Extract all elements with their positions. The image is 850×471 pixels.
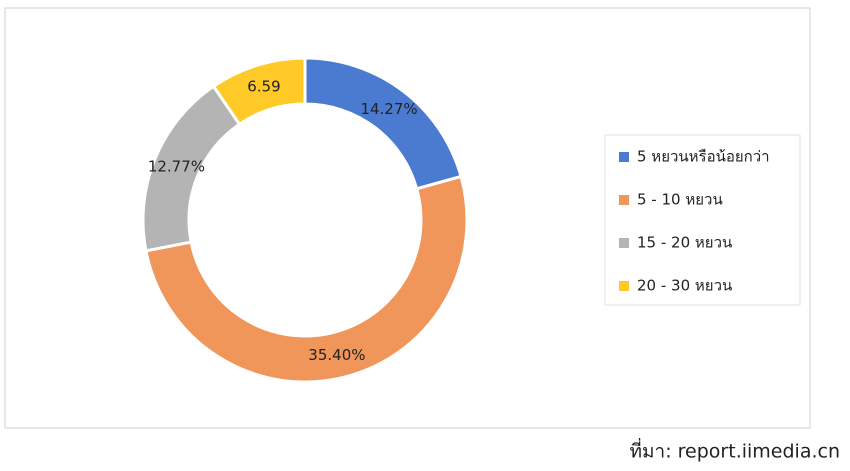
- source-note: ที่มา: report.iimedia.cn: [630, 438, 841, 463]
- data-label: 6.59: [247, 78, 280, 96]
- donut-slice: [211, 56, 307, 127]
- data-label: 12.77%: [148, 158, 205, 176]
- legend-box: [604, 134, 801, 306]
- legend-swatch: [619, 152, 629, 162]
- legend-label: 5 - 10 หยวน: [637, 191, 723, 209]
- legend-label: 20 - 30 หยวน: [637, 277, 732, 295]
- data-label: 14.27%: [360, 100, 417, 118]
- legend-swatch: [619, 281, 629, 291]
- legend-swatch: [619, 195, 629, 205]
- donut-slice: [144, 174, 469, 384]
- legend-label: 5 หยวนหรือน้อยกว่า: [637, 148, 770, 166]
- data-label: 35.40%: [308, 346, 365, 364]
- legend-label: 15 - 20 หยวน: [637, 234, 732, 252]
- legend-swatch: [619, 238, 629, 248]
